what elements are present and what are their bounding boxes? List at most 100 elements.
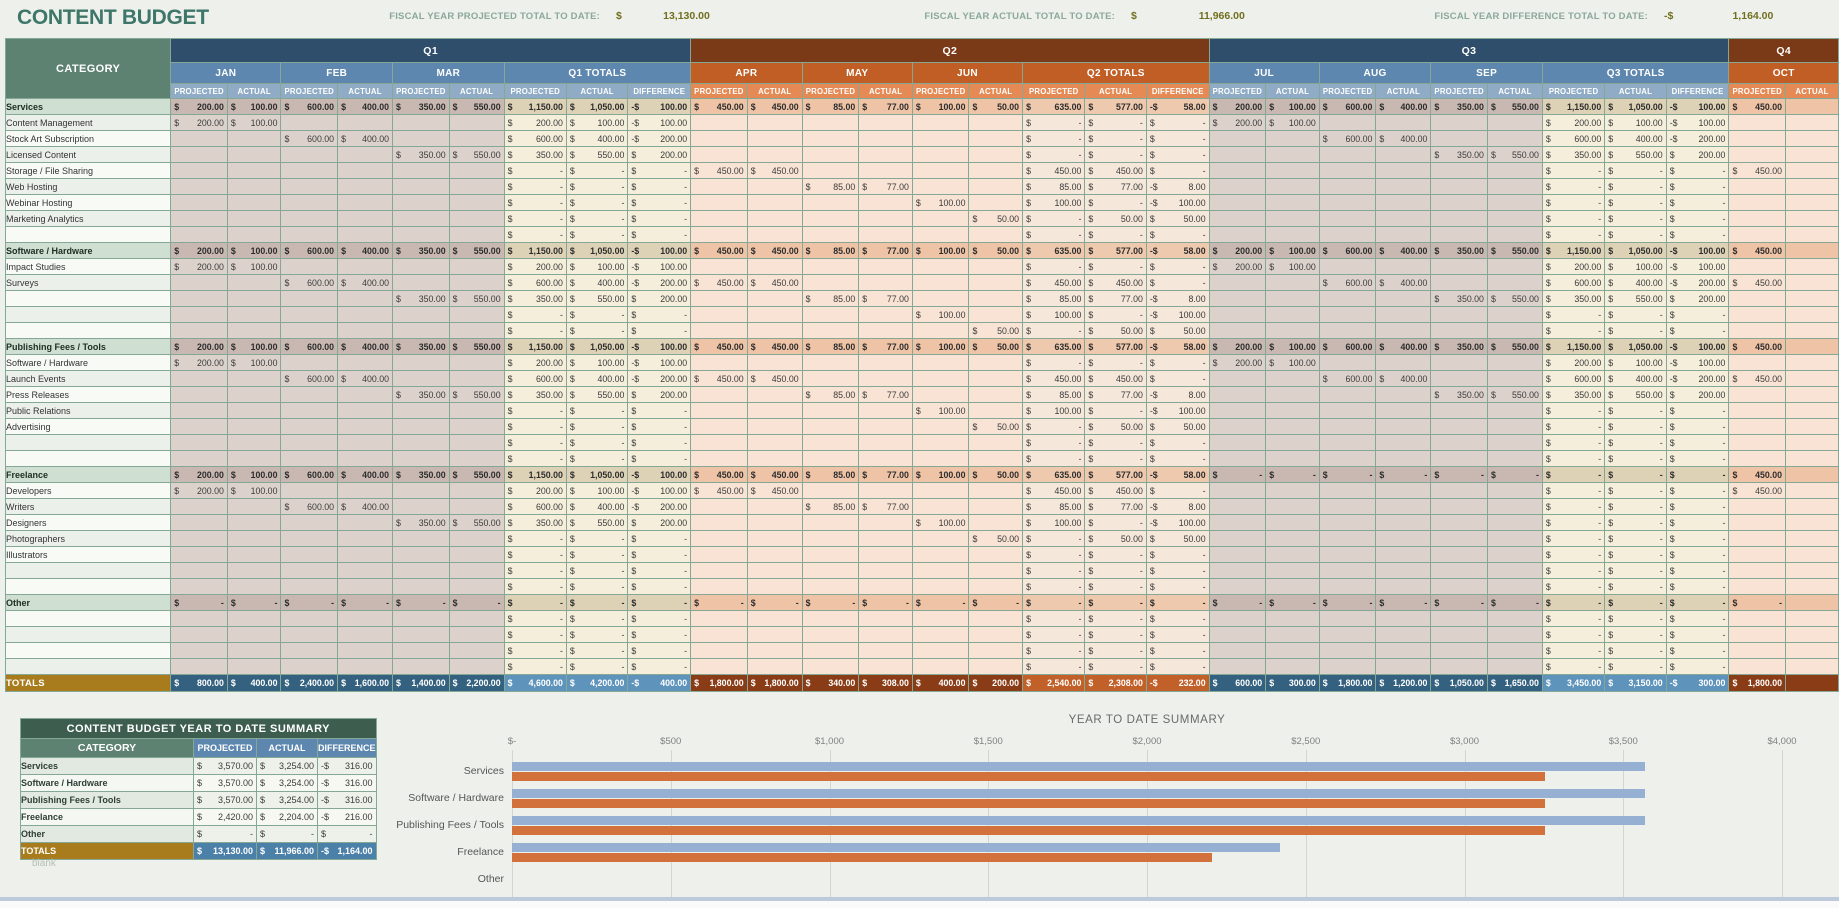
- cell[interactable]: [1430, 370, 1488, 387]
- cell[interactable]: [392, 434, 450, 451]
- cell[interactable]: $50.00: [968, 242, 1024, 259]
- cell[interactable]: [1318, 306, 1377, 323]
- cell[interactable]: $50.00: [968, 98, 1024, 115]
- cell[interactable]: [858, 562, 913, 579]
- cell[interactable]: [337, 194, 394, 211]
- cell[interactable]: [1486, 114, 1543, 131]
- cell[interactable]: $11,966.00: [256, 842, 318, 860]
- cell[interactable]: $1,150.00: [1541, 338, 1606, 355]
- cell[interactable]: $400.00: [565, 370, 629, 387]
- cell[interactable]: [1375, 482, 1432, 499]
- cell[interactable]: $ -: [1084, 402, 1147, 419]
- cell[interactable]: $ -: [1604, 466, 1667, 483]
- cell[interactable]: [1728, 210, 1787, 227]
- cell[interactable]: [1430, 434, 1488, 451]
- cell[interactable]: $ -: [627, 658, 692, 675]
- cell[interactable]: -$ 58.00: [1145, 338, 1210, 355]
- cell[interactable]: $ -: [1145, 258, 1210, 275]
- cell[interactable]: [226, 498, 282, 515]
- cell[interactable]: $ -: [1084, 578, 1147, 595]
- cell[interactable]: $1,600.00: [337, 674, 394, 692]
- cell[interactable]: [1486, 642, 1543, 659]
- cell[interactable]: [968, 514, 1024, 531]
- cell[interactable]: [1375, 322, 1432, 339]
- cell[interactable]: -$ 100.00: [627, 466, 692, 483]
- cell[interactable]: $ -: [503, 210, 567, 227]
- cell[interactable]: $ -: [503, 402, 567, 419]
- cell[interactable]: [1728, 418, 1787, 435]
- cell[interactable]: [170, 658, 228, 675]
- cell[interactable]: $ -: [503, 226, 567, 243]
- cell[interactable]: $600.00: [1541, 370, 1606, 387]
- cell[interactable]: $450.00: [1728, 162, 1787, 179]
- cell[interactable]: $ -: [1022, 562, 1086, 579]
- cell[interactable]: [337, 658, 394, 675]
- cell[interactable]: $200.00: [1665, 386, 1730, 403]
- cell[interactable]: [1265, 322, 1320, 339]
- cell[interactable]: $85.00: [801, 386, 860, 403]
- cell[interactable]: $400.00: [337, 130, 394, 147]
- cell[interactable]: $ -: [1084, 658, 1147, 675]
- cell[interactable]: $400.00: [337, 466, 394, 483]
- cell[interactable]: [1375, 626, 1432, 643]
- cell[interactable]: [1486, 370, 1543, 387]
- cell[interactable]: [801, 530, 860, 547]
- cell[interactable]: [801, 354, 860, 371]
- cell[interactable]: [392, 306, 450, 323]
- cell[interactable]: [1375, 434, 1432, 451]
- cell[interactable]: $ -: [503, 322, 567, 339]
- cell[interactable]: [170, 306, 228, 323]
- cell[interactable]: [1785, 514, 1839, 531]
- cell[interactable]: [1318, 658, 1377, 675]
- cell[interactable]: $600.00: [1541, 130, 1606, 147]
- cell[interactable]: [337, 642, 394, 659]
- cell[interactable]: [392, 530, 450, 547]
- cell[interactable]: [1430, 322, 1488, 339]
- cell[interactable]: [801, 402, 860, 419]
- cell[interactable]: $4,200.00: [565, 674, 629, 692]
- cell[interactable]: $600.00: [280, 242, 339, 259]
- cell[interactable]: [1265, 578, 1320, 595]
- cell[interactable]: [690, 450, 748, 467]
- cell[interactable]: $2,200.00: [448, 674, 505, 692]
- cell[interactable]: $ -: [1541, 642, 1606, 659]
- cell[interactable]: $400.00: [911, 674, 970, 692]
- cell[interactable]: $ -: [1541, 306, 1606, 323]
- cell[interactable]: $450.00: [1728, 98, 1787, 115]
- row-label[interactable]: [4, 562, 172, 579]
- cell[interactable]: [690, 642, 748, 659]
- cell[interactable]: $100.00: [1265, 242, 1320, 259]
- cell[interactable]: $85.00: [1022, 290, 1086, 307]
- cell[interactable]: [1486, 194, 1543, 211]
- cell[interactable]: [1728, 386, 1787, 403]
- row-label[interactable]: [4, 226, 172, 243]
- cell[interactable]: [1728, 610, 1787, 627]
- cell[interactable]: [1208, 498, 1267, 515]
- cell[interactable]: [170, 642, 228, 659]
- cell[interactable]: [280, 642, 339, 659]
- cell[interactable]: $100.00: [565, 114, 629, 131]
- cell[interactable]: [1728, 178, 1787, 195]
- cell[interactable]: -$ 100.00: [627, 114, 692, 131]
- cell[interactable]: [858, 370, 913, 387]
- cell[interactable]: [1728, 498, 1787, 515]
- cell[interactable]: $100.00: [911, 194, 970, 211]
- cell[interactable]: $ -: [503, 162, 567, 179]
- cell[interactable]: [746, 642, 803, 659]
- cell[interactable]: [392, 658, 450, 675]
- cell[interactable]: $ -: [503, 434, 567, 451]
- cell[interactable]: $ -: [1728, 594, 1787, 611]
- cell[interactable]: [280, 210, 339, 227]
- cell[interactable]: $350.00: [392, 290, 450, 307]
- cell[interactable]: [392, 226, 450, 243]
- cell[interactable]: [1785, 642, 1839, 659]
- cell[interactable]: -$ 200.00: [627, 274, 692, 291]
- cell[interactable]: [170, 210, 228, 227]
- cell[interactable]: $3,570.00: [193, 774, 257, 792]
- cell[interactable]: [968, 162, 1024, 179]
- cell[interactable]: $ -: [503, 658, 567, 675]
- cell[interactable]: [911, 482, 970, 499]
- cell[interactable]: [1208, 610, 1267, 627]
- cell[interactable]: [170, 370, 228, 387]
- cell[interactable]: [911, 130, 970, 147]
